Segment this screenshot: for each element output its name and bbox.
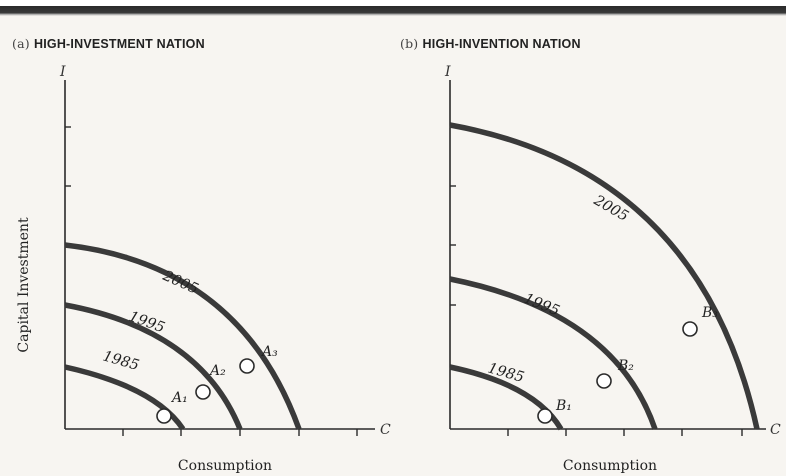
panel-a-point-a2 [195,384,211,400]
panel-a-point-label-a1: A₁ [170,390,188,406]
panel-b-name: HIGH-INVENTION NATION [422,37,581,51]
panel-a-point-label-a3: A₃ [260,344,278,360]
panel-b-point-b3 [682,321,698,337]
panel-a-name: HIGH-INVESTMENT NATION [34,37,205,51]
panel-b-letter: (b) [400,36,419,51]
panel-b-point-label-b2: B₂ [617,358,634,374]
panel-a-curve-1995 [64,302,243,431]
panel-a-year-1985: 1985 [101,348,141,374]
panel-a-point-a3 [239,358,255,374]
panel-b-point-label-b1: B₁ [555,398,572,414]
panel-a: I C 1985 1995 2005 A₁ A₂ A₃ Consumption [59,64,391,474]
panel-b-point-label-b3: B₃ [701,305,718,321]
panel-b-curve-1995 [449,276,658,430]
panel-a-title: (a) HIGH-INVESTMENT NATION [12,36,205,51]
panel-b-x-title: Consumption [563,458,657,474]
top-rule [0,0,786,22]
panel-b-curve-1985 [449,364,564,431]
panel-a-curve-2005 [64,242,302,430]
panel-a-y-letter: I [59,64,66,80]
panel-a-point-a1 [156,408,172,424]
panel-b: I C 1985 1995 2005 B₁ B₂ B₃ Consumption [444,64,781,474]
panel-b-x-letter: C [770,422,781,438]
panel-b-point-b1 [537,408,553,424]
panel-a-year-2005: 2005 [159,268,200,298]
panel-a-curve-1985 [64,364,186,431]
panel-a-x-letter: C [380,422,391,438]
panel-b-year-1995: 1995 [522,291,562,320]
panel-a-x-title: Consumption [178,458,272,474]
y-axis-title: Capital Investment [16,217,32,353]
panel-a-point-label-a2: A₂ [208,363,226,379]
panel-b-curve-2005 [449,122,760,430]
panel-b-title: (b) HIGH-INVENTION NATION [400,36,581,51]
panel-a-letter: (a) [12,36,30,51]
panel-b-y-letter: I [444,64,451,80]
panel-b-point-b2 [596,373,612,389]
